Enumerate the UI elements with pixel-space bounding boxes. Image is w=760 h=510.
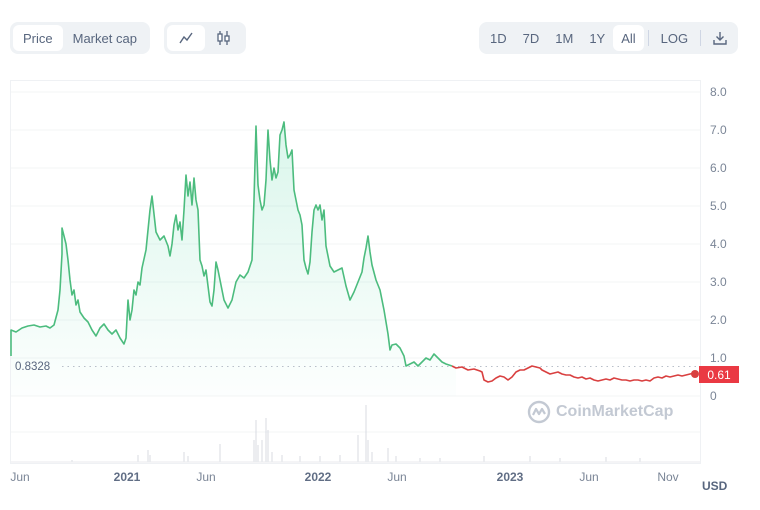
volume-bars bbox=[71, 405, 641, 462]
x-tick: Jun bbox=[579, 470, 599, 484]
y-tick: 7.0 bbox=[710, 123, 727, 137]
coinmarketcap-logo-icon bbox=[527, 400, 551, 424]
y-tick: 3.0 bbox=[710, 275, 727, 289]
x-tick: Jun bbox=[387, 470, 407, 484]
download-icon bbox=[713, 32, 727, 45]
range-7d-button[interactable]: 7D bbox=[522, 30, 540, 46]
x-tick: 2023 bbox=[496, 470, 524, 484]
divider bbox=[700, 30, 702, 46]
time-range-toggle: 1D 7D 1M 1Y All LOG bbox=[479, 22, 739, 54]
y-tick: 2.0 bbox=[710, 313, 727, 327]
x-tick: 2021 bbox=[113, 470, 141, 484]
current-price-dot bbox=[691, 370, 699, 378]
x-tick: 2022 bbox=[304, 470, 332, 484]
y-tick: 8.0 bbox=[710, 85, 727, 99]
divider bbox=[647, 30, 649, 46]
y-tick: 1.0 bbox=[710, 351, 727, 365]
y-tick: 5.0 bbox=[710, 199, 727, 213]
range-1m-button[interactable]: 1M bbox=[555, 30, 574, 46]
y-tick: 4.0 bbox=[710, 237, 727, 251]
y-tick: 6.0 bbox=[710, 161, 727, 175]
start-price-label: 0.8328 bbox=[15, 361, 51, 373]
candlestick-button[interactable] bbox=[205, 25, 243, 51]
price-tab[interactable]: Price bbox=[13, 25, 63, 51]
current-price-tag: 0.61 bbox=[699, 366, 739, 383]
line-chart-icon bbox=[179, 32, 193, 44]
currency-label: USD bbox=[702, 479, 728, 493]
watermark: CoinMarketCap bbox=[527, 400, 673, 424]
x-tick: Nov bbox=[657, 470, 679, 484]
candlestick-icon bbox=[217, 31, 230, 45]
chart-type-toggle bbox=[164, 22, 246, 54]
range-all-button[interactable]: All bbox=[613, 25, 644, 51]
range-1d-button[interactable]: 1D bbox=[490, 30, 507, 46]
line-chart-button[interactable] bbox=[167, 25, 205, 51]
range-1y-button[interactable]: 1Y bbox=[589, 30, 606, 46]
download-button[interactable] bbox=[705, 25, 735, 51]
market-cap-tab[interactable]: Market cap bbox=[72, 30, 137, 46]
metric-toggle: Price Market cap bbox=[10, 22, 150, 54]
y-tick: 0 bbox=[710, 389, 717, 403]
log-scale-button[interactable]: LOG bbox=[660, 30, 689, 46]
watermark-text: CoinMarketCap bbox=[556, 403, 674, 420]
x-tick: Jun bbox=[196, 470, 216, 484]
x-tick: Jun bbox=[10, 470, 30, 484]
